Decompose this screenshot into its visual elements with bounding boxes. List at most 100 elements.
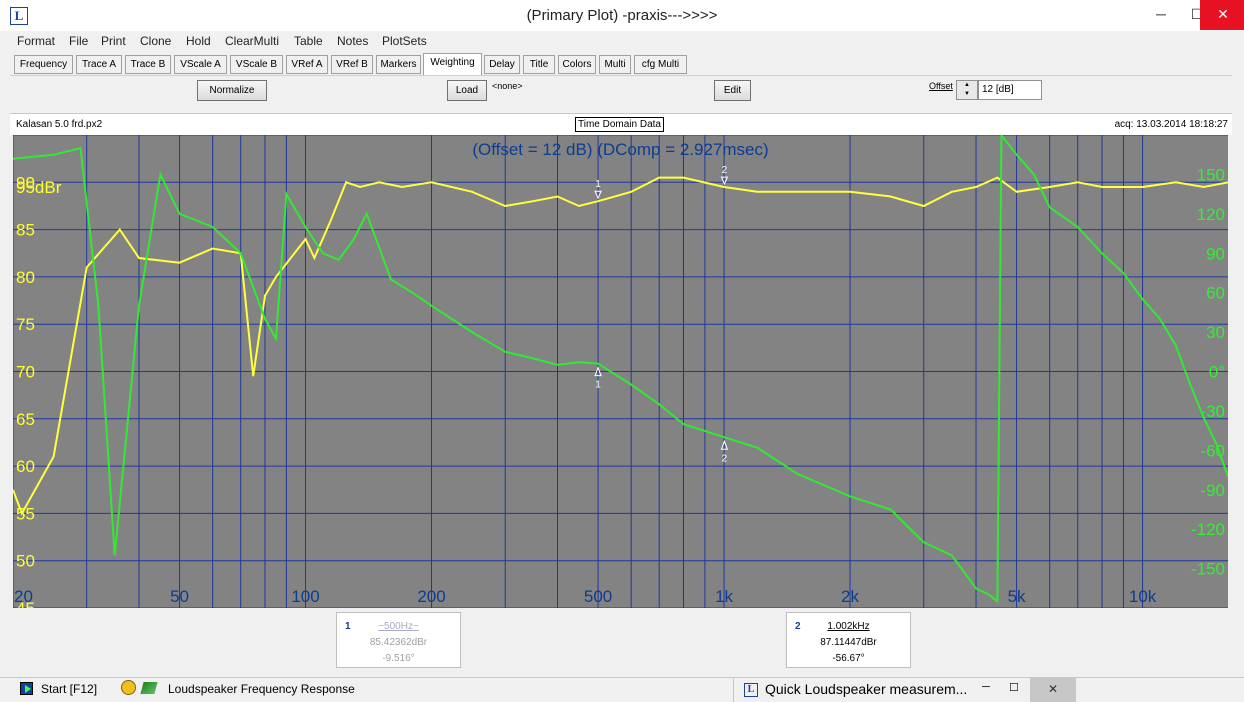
marker-1-phase: -9.516° [382,653,415,664]
y-left-tick-label: 65 [16,410,35,429]
marker-triangle [594,366,602,377]
start-icon[interactable] [20,682,33,695]
grid [13,135,1228,608]
offset-spinner[interactable]: ▲ ▼ [956,80,978,100]
weighting-file-label: <none> [492,81,523,91]
y-right-tick-label: -150 [1191,560,1225,579]
marker-2-id: 2 [795,621,801,632]
title-bar: L (Primary Plot) -praxis--->>>> ─ ☐ ✕ [0,0,1244,31]
marker-2-readout[interactable]: 2 1.002kHz 87.11447dBr -56.67° [786,612,911,668]
x-tick-label: 50 [170,587,189,606]
menu-file[interactable]: File [69,34,89,48]
menu-notes[interactable]: Notes [337,34,369,48]
tab-trace-b[interactable]: Trace B [125,55,171,74]
y-left-tick-label: 85 [16,221,35,240]
y-right-tick-label: 30 [1206,323,1225,342]
app-icon[interactable]: L [10,7,28,25]
tab-multi[interactable]: Multi [599,55,631,74]
quick-window-title: Quick Loudspeaker measurem... [765,681,968,697]
marker-1-id: 1 [345,621,351,632]
edit-button[interactable]: Edit [714,80,751,101]
tab-vscale-b[interactable]: VScale B [230,55,283,74]
marker-1-freq: ~500Hz~ [378,621,419,632]
x-tick-label: 5k [1008,587,1026,606]
tab-trace-a[interactable]: Trace A [76,55,122,74]
acquisition-date: acq: 13.03.2014 18:18:27 [1114,119,1228,130]
y-left-tick-label: 60 [16,457,35,476]
x-tick-label: 1k [715,587,733,606]
y-left-top-label: 95dBr [16,178,62,197]
marker-triangle [720,439,729,450]
marker-2-level: 87.11447dBr [820,637,877,648]
y-left-tick-label: 75 [16,315,35,334]
file-name: Kalasan 5.0 frd.px2 [16,119,103,130]
tab-delay[interactable]: Delay [484,55,520,74]
y-left-tick-label: 45 [16,599,35,608]
tab-markers[interactable]: Markers [376,55,421,74]
chart-title: (Offset = 12 dB) (DComp = 2.927msec) [472,140,768,159]
quick-maximize-button[interactable]: ☐ [1009,682,1019,694]
marker-2-freq: 1.002kHz [827,621,870,632]
menu-hold[interactable]: Hold [186,34,211,48]
y-right-tick-label: -30 [1200,402,1225,421]
y-right-tick-label: 120 [1197,205,1225,224]
quick-measure-window[interactable]: L Quick Loudspeaker measurem... ─ ☐ ✕ [733,678,1244,702]
y-right-tick-label: -120 [1191,520,1225,539]
frequency-response-chart[interactable]: (Offset = 12 dB) (DComp = 2.927msec) 20 50… [13,135,1228,608]
menu-bar: Format File Print Clone Hold ClearMulti … [10,31,1232,51]
marker-2: 22 [720,165,729,464]
marker-triangle [594,190,602,200]
y-right-tick-label: 60 [1206,284,1225,303]
marker-1-level: 85.42362dBr [369,637,428,648]
tab-colors[interactable]: Colors [558,55,596,74]
y-left-tick-label: 50 [16,552,35,571]
tab-cfg-multi[interactable]: cfg Multi [634,55,687,74]
x-tick-label: 2k [841,587,859,606]
marker-triangle [720,176,729,186]
quick-close-button[interactable]: ✕ [1030,678,1076,702]
tab-vref-a[interactable]: VRef A [286,55,328,74]
marker-readout-area: 1 ~500Hz~ 85.42362dBr -9.516° 2 1.002kHz… [10,609,1232,677]
status-bar: Start [F12] Loudspeaker Frequency Respon… [0,677,1244,702]
menu-print[interactable]: Print [101,34,126,48]
x-tick-label: 200 [417,587,445,606]
marker-label: 1 [595,179,601,190]
x-tick-label: 500 [584,587,612,606]
time-domain-button[interactable]: Time Domain Data [575,117,664,132]
menu-clearmulti[interactable]: ClearMulti [225,34,280,48]
tab-weighting[interactable]: Weighting [423,53,482,75]
load-button[interactable]: Load [447,80,487,101]
quick-app-icon: L [744,683,758,697]
plot-header: Kalasan 5.0 frd.px2 Time Domain Data acq… [10,113,1232,135]
marker-label: 2 [722,453,728,464]
offset-input[interactable]: 12 [dB] [978,80,1042,100]
minimize-button[interactable]: ─ [1156,6,1166,22]
tab-bar: Frequency Trace A Trace B VScale A VScal… [10,53,1232,75]
marker-label: 2 [722,165,728,176]
menu-clone[interactable]: Clone [140,34,172,48]
x-tick-label: 10k [1129,587,1157,606]
tab-vscale-a[interactable]: VScale A [174,55,227,74]
weighting-controls: Normalize Load <none> Edit Offset ▲ ▼ 12 … [10,75,1232,107]
measure-icon[interactable] [140,682,158,694]
offset-label: Offset [929,81,953,91]
marker-2-phase: -56.67° [832,653,865,664]
tab-title[interactable]: Title [523,55,555,74]
y-left-tick-label: 90 [16,173,35,192]
y-right-tick-label: -60 [1200,441,1225,460]
normalize-button[interactable]: Normalize [197,80,267,101]
quick-minimize-button[interactable]: ─ [982,681,990,693]
tab-frequency[interactable]: Frequency [14,55,73,74]
window-title: (Primary Plot) -praxis--->>>> [526,7,718,24]
tab-vref-b[interactable]: VRef B [331,55,373,74]
start-button[interactable]: Start [F12] [41,682,98,696]
y-left-tick-label: 80 [16,268,35,287]
close-button[interactable]: ✕ [1200,0,1244,30]
y-left-tick-label: 70 [16,363,35,382]
clock-icon[interactable] [121,680,136,695]
menu-plotsets[interactable]: PlotSets [382,34,427,48]
menu-format[interactable]: Format [17,34,56,48]
marker-1-readout[interactable]: 1 ~500Hz~ 85.42362dBr -9.516° [336,612,461,668]
menu-table[interactable]: Table [294,34,323,48]
phase-trace [13,135,1228,604]
